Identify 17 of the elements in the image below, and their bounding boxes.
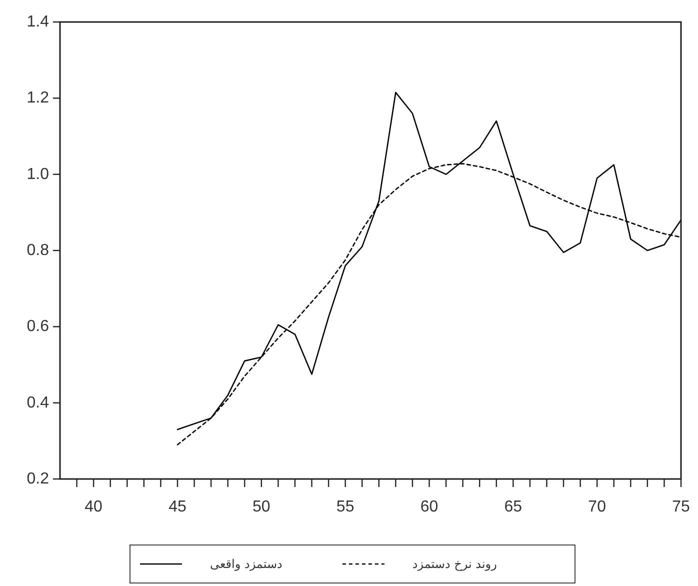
y-tick-label: 0.8: [26, 242, 50, 259]
y-tick-label: 0.6: [26, 318, 50, 336]
y-tick-label: 0.2: [26, 470, 50, 488]
x-tick-label: 45: [168, 498, 186, 516]
y-tick-label: 1.2: [26, 90, 50, 107]
x-tick-label: 60: [420, 498, 438, 516]
y-tick-label: 0.4: [26, 394, 50, 412]
x-tick-label: 55: [336, 498, 354, 516]
x-tick-label: 40: [84, 498, 103, 516]
legend-label: دستمزد واقعی: [210, 557, 282, 571]
x-tick-label: 70: [588, 498, 606, 516]
y-tick-label: 1.4: [26, 14, 50, 30]
legend-label: روند نرخ دستمزد: [412, 557, 498, 571]
x-tick-label: 65: [504, 498, 522, 516]
y-tick-label: 1.0: [26, 166, 50, 183]
x-tick-label: 50: [252, 498, 270, 516]
x-tick-label: 75: [672, 498, 690, 516]
